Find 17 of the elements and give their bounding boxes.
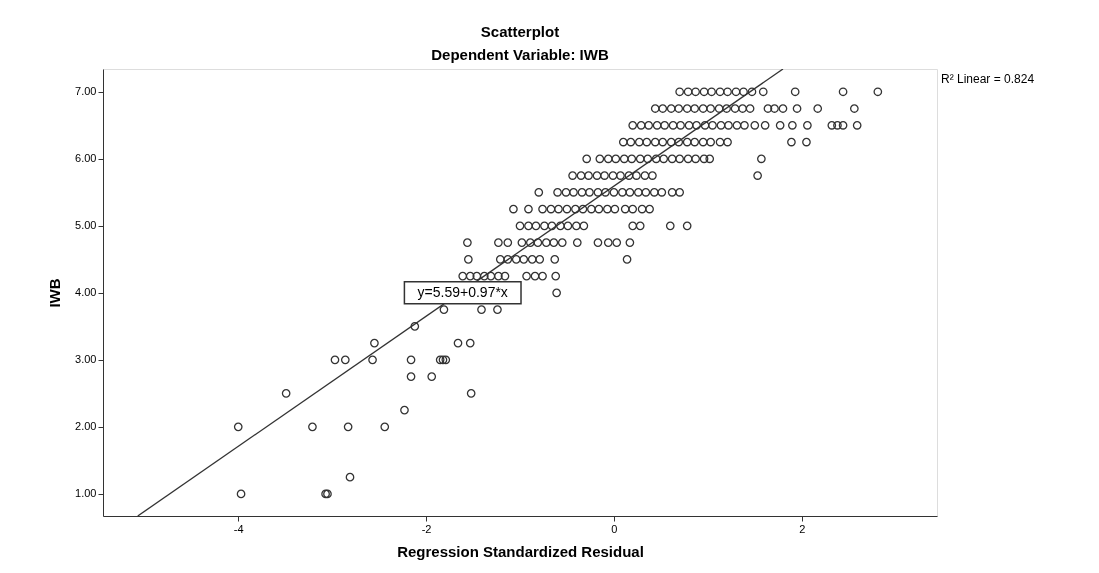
x-tick-label: 0 [611,522,618,535]
chart-subtitle: Dependent Variable: IWB [431,46,609,63]
x-tick-label: -4 [233,522,244,535]
y-tick-label: 7.00 [75,85,97,98]
y-tick-label: 1.00 [75,487,97,500]
y-axis-title: IWB [46,278,64,308]
x-axis-title: Regression Standardized Residual [397,542,644,560]
y-tick-label: 2.00 [75,420,97,433]
y-tick-label: 5.00 [75,219,97,232]
y-tick-label: 4.00 [75,286,97,299]
text: R² Linear = 0.824 [941,72,1035,86]
x-tick-label: -2 [421,522,432,535]
x-tick-label: 2 [799,522,806,535]
annotation: y=5.59+0.97*x [417,283,508,300]
y-tick-label: 6.00 [75,152,97,165]
y-tick-label: 3.00 [75,353,97,366]
chart-title: Scatterplot [480,23,560,40]
